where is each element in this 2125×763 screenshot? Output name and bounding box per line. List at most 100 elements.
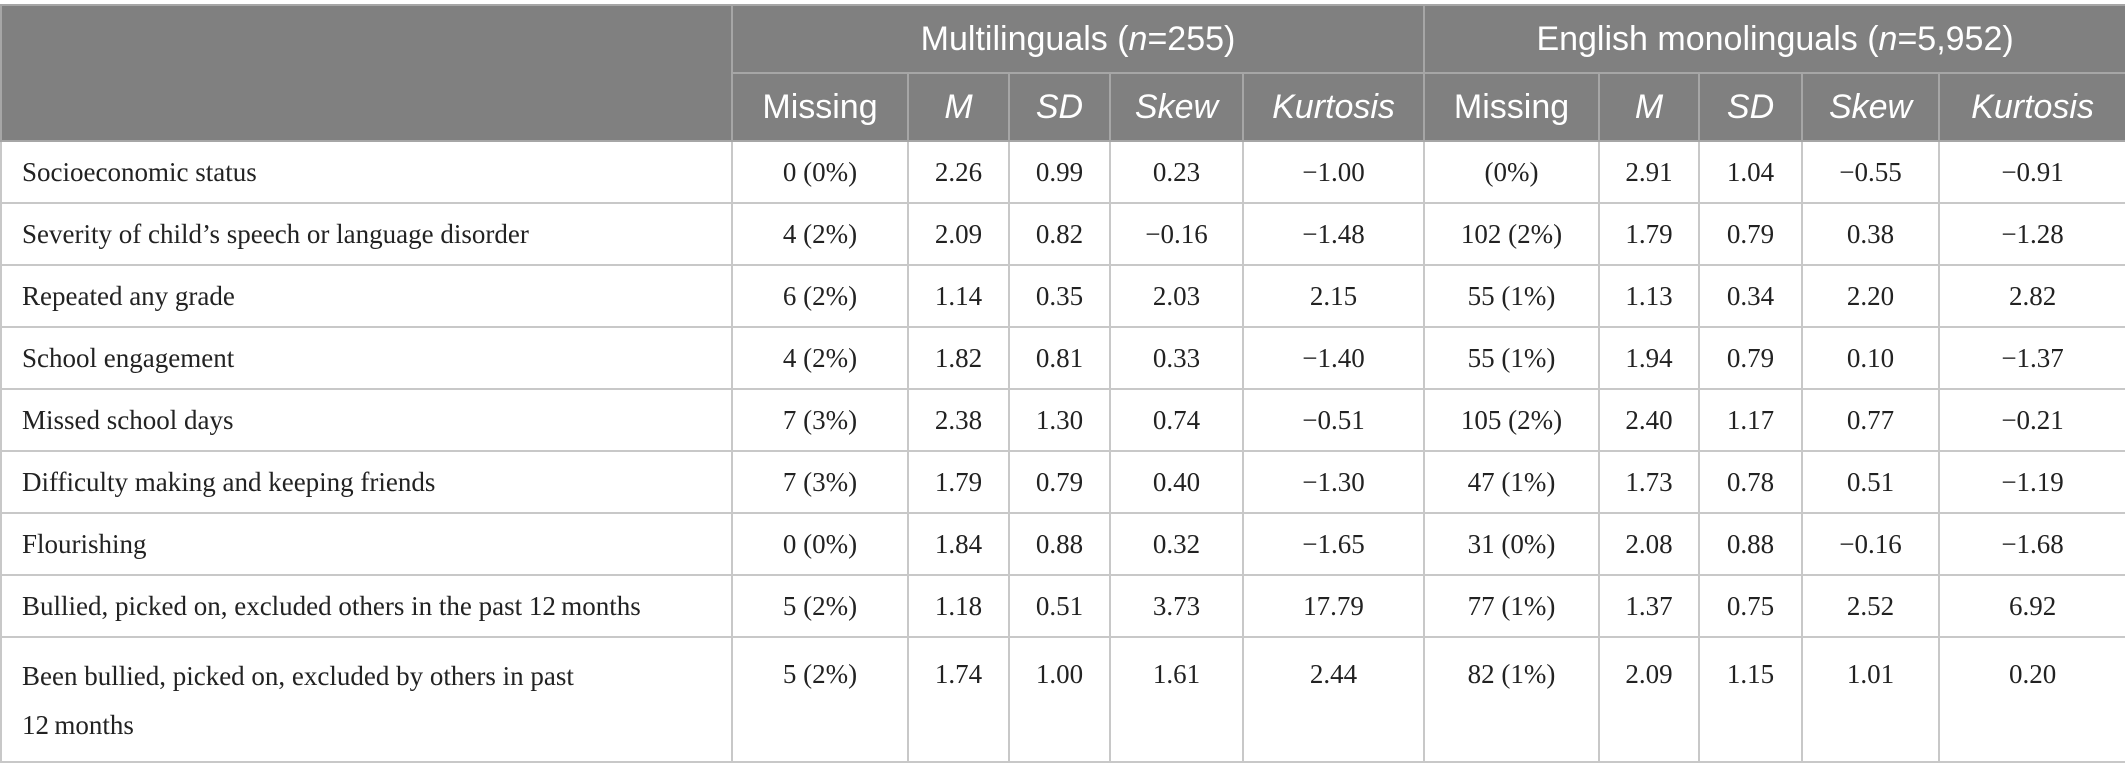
- table-cell: 2.20: [1801, 264, 1941, 328]
- table-cell: 2.52: [1801, 574, 1941, 638]
- table-cell: −1.28: [1938, 202, 2125, 266]
- table-cell: 1.82: [907, 326, 1010, 390]
- column-header: M: [1598, 72, 1701, 142]
- table-cell: 4 (2%): [731, 202, 909, 266]
- row-label-line: 12 months: [22, 710, 134, 740]
- table-cell: −1.65: [1241, 512, 1426, 576]
- table-row: Been bullied, picked on, excluded by oth…: [0, 636, 2125, 763]
- column-header: Skew: [1801, 72, 1941, 142]
- table-cell: 102 (2%): [1423, 202, 1601, 266]
- table-cell: 0 (0%): [731, 512, 909, 576]
- table-cell: 77 (1%): [1423, 574, 1601, 638]
- row-label: Bullied, picked on, excluded others in t…: [0, 574, 733, 638]
- table-row: Bullied, picked on, excluded others in t…: [0, 574, 2125, 638]
- group-header-multilinguals: Multilinguals (n=255): [730, 4, 1426, 74]
- table-cell: −1.37: [1938, 326, 2125, 390]
- table-cell: 1.00: [1008, 636, 1111, 763]
- table-cell: 1.73: [1598, 450, 1701, 514]
- table-cell: 7 (3%): [731, 450, 909, 514]
- table-cell: 1.18: [907, 574, 1010, 638]
- column-header: Missing: [731, 72, 909, 142]
- table-cell: 0.78: [1698, 450, 1804, 514]
- column-header: Missing: [1423, 72, 1601, 142]
- table-cell: 2.26: [907, 140, 1010, 204]
- table-cell: 0 (0%): [731, 140, 909, 204]
- table-cell: 47 (1%): [1423, 450, 1601, 514]
- table-cell: 0.88: [1008, 512, 1111, 576]
- table-row: School engagement 4 (2%) 1.82 0.81 0.33 −1.40…: [0, 326, 2125, 390]
- table-cell: 2.91: [1598, 140, 1701, 204]
- table-cell: −1.00: [1241, 140, 1426, 204]
- table-cell: 0.34: [1698, 264, 1804, 328]
- table-cell: 0.51: [1801, 450, 1941, 514]
- row-label: Flourishing: [0, 512, 733, 576]
- table-cell: −1.19: [1938, 450, 2125, 514]
- table-cell: 0.74: [1109, 388, 1244, 452]
- column-header: SD: [1698, 72, 1804, 142]
- table-cell: 3.73: [1109, 574, 1244, 638]
- table-cell: 1.94: [1598, 326, 1701, 390]
- table-cell: 1.13: [1598, 264, 1701, 328]
- column-header: Kurtosis: [1241, 72, 1426, 142]
- table-cell: 0.51: [1008, 574, 1111, 638]
- row-label: Severity of child’s speech or language d…: [0, 202, 733, 266]
- table-cell: 6.92: [1938, 574, 2125, 638]
- table-cell: −0.55: [1801, 140, 1941, 204]
- column-header: Skew: [1109, 72, 1244, 142]
- table-row: Flourishing 0 (0%) 1.84 0.88 0.32 −1.65 31 (0%…: [0, 512, 2125, 576]
- table-cell: 0.79: [1698, 202, 1804, 266]
- table-cell: 0.32: [1109, 512, 1244, 576]
- table-cell: 5 (2%): [731, 574, 909, 638]
- table-cell: 1.30: [1008, 388, 1111, 452]
- table-cell: 2.09: [907, 202, 1010, 266]
- table-cell: 4 (2%): [731, 326, 909, 390]
- row-label-line: Been bullied, picked on, excluded by oth…: [22, 661, 574, 691]
- table-cell: −0.51: [1241, 388, 1426, 452]
- table-cell: 2.40: [1598, 388, 1701, 452]
- table-cell: 55 (1%): [1423, 326, 1601, 390]
- stub-header: [0, 4, 733, 142]
- table-cell: 1.74: [907, 636, 1010, 763]
- table-cell: 0.10: [1801, 326, 1941, 390]
- table-cell: −0.16: [1109, 202, 1244, 266]
- group-header-monolinguals: English monolinguals (n=5,952): [1423, 4, 2125, 74]
- row-label: Been bullied, picked on, excluded by oth…: [0, 636, 733, 763]
- table-cell: 2.08: [1598, 512, 1701, 576]
- table-cell: 0.23: [1109, 140, 1244, 204]
- table-cell: 0.88: [1698, 512, 1804, 576]
- table-cell: 0.33: [1109, 326, 1244, 390]
- table-row: Difficulty making and keeping friends 7 (…: [0, 450, 2125, 514]
- table-cell: 2.38: [907, 388, 1010, 452]
- table-cell: 31 (0%): [1423, 512, 1601, 576]
- table-cell: (0%): [1423, 140, 1601, 204]
- table-cell: 1.01: [1801, 636, 1941, 763]
- table-row: Missed school days 7 (3%) 2.38 1.30 0.74 −0.5…: [0, 388, 2125, 452]
- table-cell: 2.44: [1241, 636, 1426, 763]
- table-cell: 5 (2%): [731, 636, 909, 763]
- row-label: Socioeconomic status: [0, 140, 733, 204]
- table-cell: 0.81: [1008, 326, 1111, 390]
- table-cell: 0.20: [1938, 636, 2125, 763]
- table-cell: 1.17: [1698, 388, 1804, 452]
- table-cell: 2.15: [1241, 264, 1426, 328]
- row-label: Repeated any grade: [0, 264, 733, 328]
- table-cell: 1.61: [1109, 636, 1244, 763]
- table-cell: −0.21: [1938, 388, 2125, 452]
- table-cell: 0.38: [1801, 202, 1941, 266]
- row-label: School engagement: [0, 326, 733, 390]
- table-cell: −0.91: [1938, 140, 2125, 204]
- column-header: Kurtosis: [1938, 72, 2125, 142]
- row-label: Missed school days: [0, 388, 733, 452]
- table-cell: 1.37: [1598, 574, 1701, 638]
- table-cell: 0.40: [1109, 450, 1244, 514]
- table-cell: −1.68: [1938, 512, 2125, 576]
- table-cell: 2.82: [1938, 264, 2125, 328]
- table-cell: 7 (3%): [731, 388, 909, 452]
- descriptive-statistics-table: Multilinguals (n=255) English monolingua…: [0, 4, 2125, 763]
- table-cell: 0.82: [1008, 202, 1111, 266]
- table-cell: 105 (2%): [1423, 388, 1601, 452]
- row-label: Difficulty making and keeping friends: [0, 450, 733, 514]
- table-cell: 55 (1%): [1423, 264, 1601, 328]
- table-cell: 0.79: [1008, 450, 1111, 514]
- table-cell: 1.84: [907, 512, 1010, 576]
